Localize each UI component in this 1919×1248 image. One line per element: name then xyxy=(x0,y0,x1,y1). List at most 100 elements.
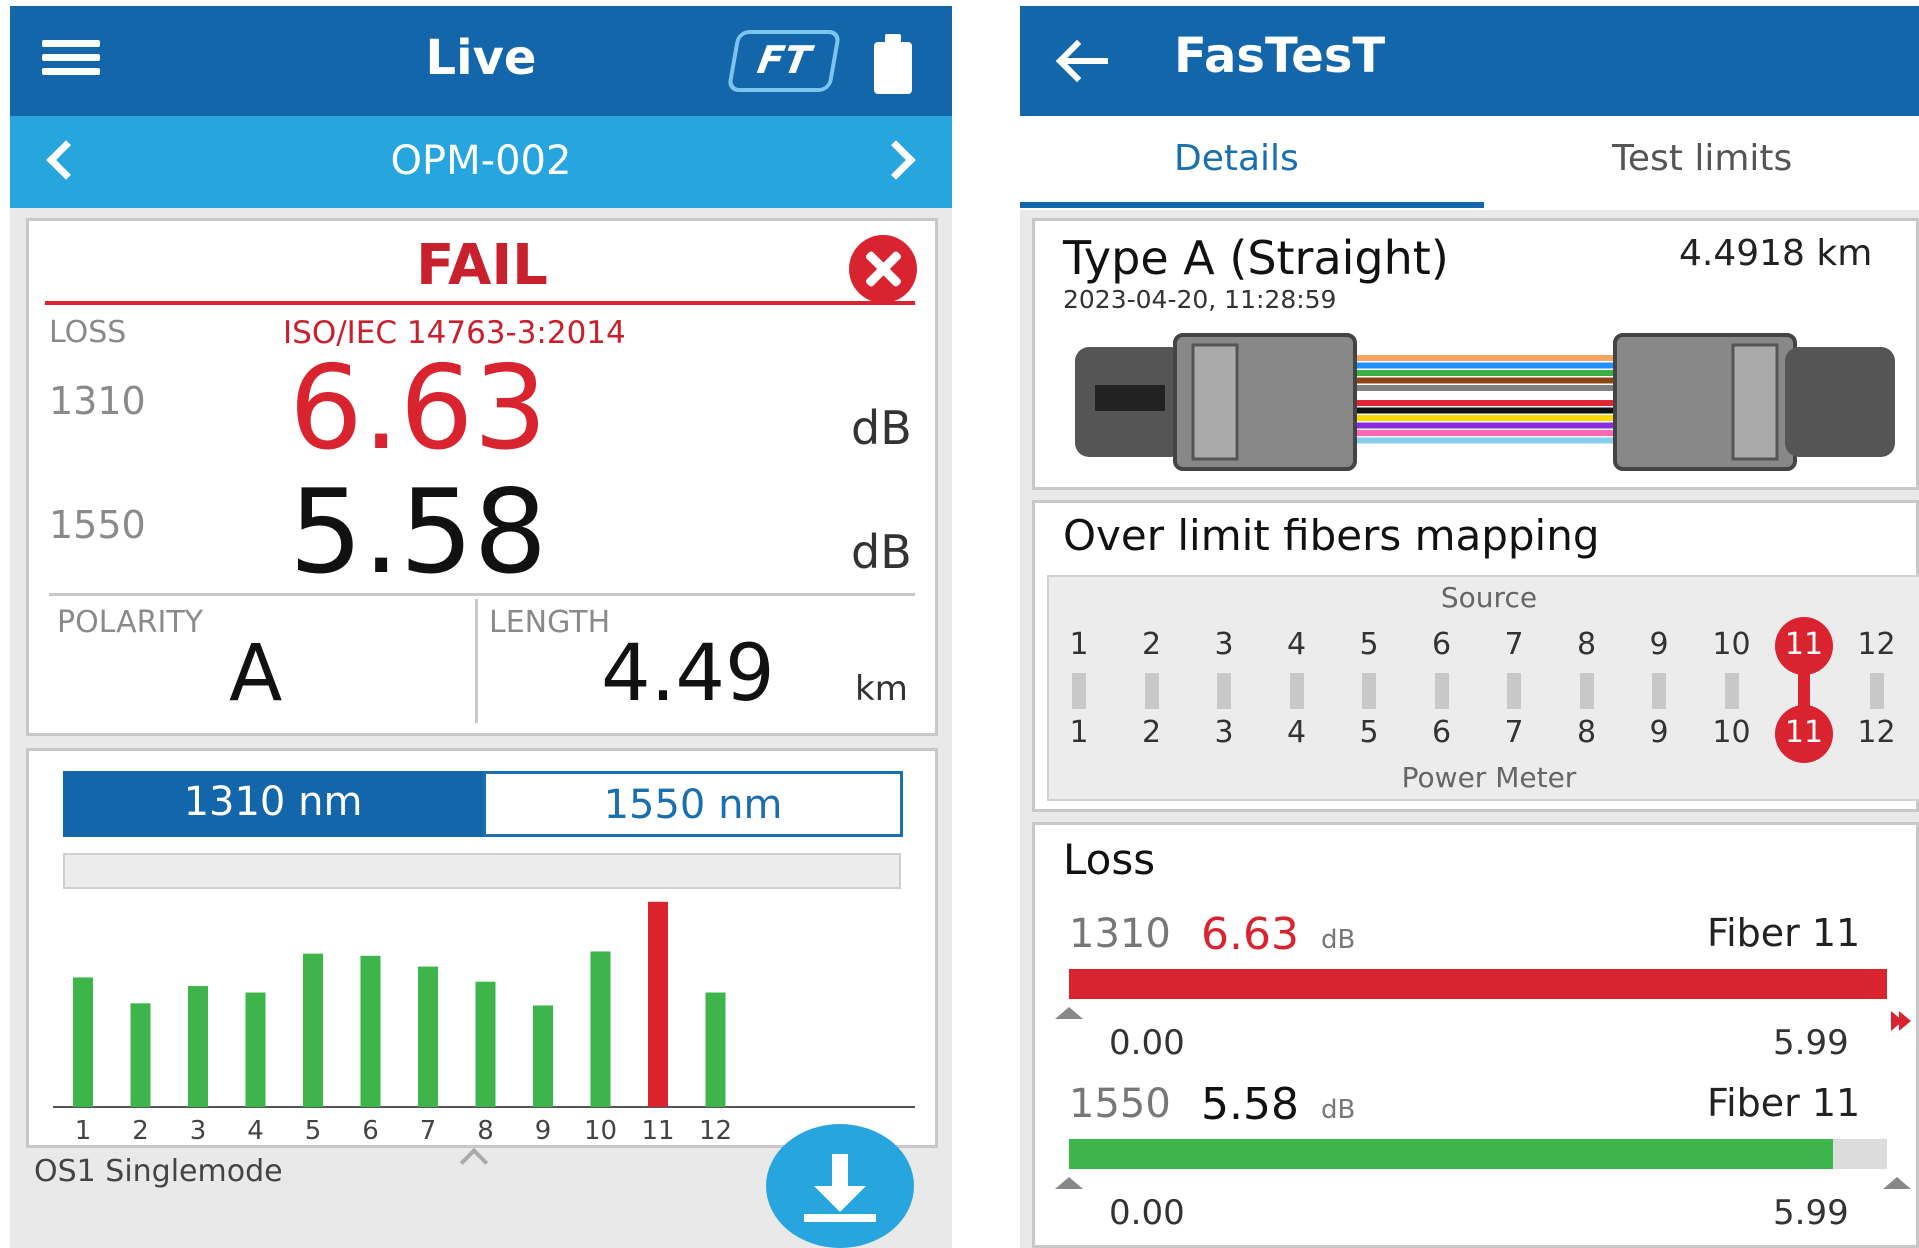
highlight-source-fiber xyxy=(1775,617,1833,675)
meter-fiber-number: 6 xyxy=(1431,715,1452,750)
limit-bar xyxy=(63,853,901,889)
min-value: 0.00 xyxy=(1109,1193,1185,1233)
meter-fiber-number: 12 xyxy=(1857,715,1896,750)
source-fiber-number: 10 xyxy=(1712,627,1751,662)
fiber-label: Fiber 11 xyxy=(1707,911,1861,955)
fiber-strand xyxy=(1355,422,1615,429)
meter-fiber-number: 1 xyxy=(1069,715,1089,750)
loss-label: LOSS xyxy=(49,315,127,350)
unit-label: dB xyxy=(851,401,912,455)
fiber-label: Fiber 11 xyxy=(1707,1081,1861,1125)
bar-fiber-11 xyxy=(648,901,668,1107)
source-fiber-number: 8 xyxy=(1576,627,1597,662)
loss-value-1310: 6.63 xyxy=(289,341,548,476)
fiber-strand xyxy=(1355,415,1615,421)
wavelength-label: 1310 xyxy=(1069,911,1171,957)
x-tick-label: 2 xyxy=(132,1116,149,1145)
fiber-map: Source Power Meter 1 1 2 2 3 3 4 4 5 5 6 6 7 7 8 8 9 9 10 1… xyxy=(1047,575,1919,801)
app-bar: FasTesT xyxy=(1020,6,1919,116)
x-tick-label: 7 xyxy=(420,1116,437,1145)
bar-fiber-1 xyxy=(73,977,93,1107)
bar-fiber-5 xyxy=(303,953,323,1107)
tab-1310-nm[interactable]: 1310 nm xyxy=(63,771,483,837)
bar-fiber-9 xyxy=(533,1005,553,1107)
wavelength-label: 1550 xyxy=(49,503,146,547)
x-tick-label: 1 xyxy=(75,1116,92,1145)
device-selector: OPM-002 xyxy=(10,116,952,208)
fiber-link xyxy=(1798,669,1810,711)
fiber-link xyxy=(1507,673,1521,709)
min-value: 0.00 xyxy=(1109,1023,1185,1063)
wavelength-label: 1550 xyxy=(1069,1081,1171,1127)
fiber-link xyxy=(1579,673,1594,709)
fiber-link xyxy=(1217,673,1231,709)
mapping-title: Over limit fibers mapping xyxy=(1063,511,1600,560)
fiber-loss-chart-card: 1310 nm 1550 nm 1 2 3 4 5 6 7 8 9 10 11 12 xyxy=(26,748,938,1148)
source-fiber-number: 1 xyxy=(1069,627,1089,662)
fiber-link xyxy=(1652,673,1666,709)
loss-bar-1550 xyxy=(1069,1139,1887,1169)
divider xyxy=(45,301,915,305)
bar-fiber-6 xyxy=(360,955,381,1107)
highlight-meter-fiber xyxy=(1775,705,1833,763)
loss-value-1550: 5.58 xyxy=(1201,1079,1299,1130)
result-card: FAIL LOSS ISO/IEC 14763-3:2014 1310 6.63… xyxy=(26,218,938,736)
min-marker-icon xyxy=(1055,1007,1083,1019)
divider xyxy=(49,593,915,596)
connector-type: Type A (Straight) xyxy=(1063,231,1449,285)
tab-1550-nm[interactable]: 1550 nm xyxy=(483,771,903,837)
fiber-link xyxy=(1289,673,1304,709)
source-fiber-number: 11 xyxy=(1784,627,1824,662)
fiber-strand xyxy=(1355,370,1615,376)
save-button[interactable] xyxy=(766,1124,914,1248)
divider xyxy=(475,599,478,723)
bar-fiber-10 xyxy=(590,951,611,1107)
fiber-link xyxy=(1362,673,1376,709)
fiber-link xyxy=(1144,673,1159,709)
x-tick-label: 4 xyxy=(247,1116,264,1145)
fiber-strand xyxy=(1355,362,1615,369)
back-arrow-icon[interactable] xyxy=(1050,26,1120,96)
meter-fiber-number: 9 xyxy=(1649,715,1669,750)
meter-fiber-number: 5 xyxy=(1359,715,1379,750)
menu-icon[interactable] xyxy=(42,36,100,76)
page-title: FasTesT xyxy=(1174,28,1386,84)
expand-icon[interactable] xyxy=(459,1147,489,1177)
polarity-value: A xyxy=(229,629,283,719)
x-tick-label: 11 xyxy=(641,1116,674,1145)
meter-fiber-number: 8 xyxy=(1576,715,1597,750)
fiber-mapping-card: Over limit fibers mapping Source Power M… xyxy=(1032,500,1919,812)
mpo-cable-icon xyxy=(1075,333,1895,471)
x-tick-label: 12 xyxy=(699,1116,732,1145)
fiber-link xyxy=(1724,673,1739,709)
fiber-strand xyxy=(1355,385,1615,391)
tab-bar: Details Test limits xyxy=(1020,116,1919,210)
meter-fiber-number: 3 xyxy=(1214,715,1234,750)
test-timestamp: 2023-04-20, 11:28:59 xyxy=(1063,285,1337,314)
fiber-strand xyxy=(1355,392,1615,399)
fiber-strand xyxy=(1355,400,1615,406)
fiber-link xyxy=(1869,673,1884,709)
tab-test-limits[interactable]: Test limits xyxy=(1612,138,1793,179)
meter-fiber-number: 7 xyxy=(1504,715,1524,750)
result-status: FAIL xyxy=(416,233,548,298)
x-tick-label: 3 xyxy=(190,1116,207,1145)
loss-value-1310: 6.63 xyxy=(1201,909,1299,960)
tab-details[interactable]: Details xyxy=(1174,138,1299,179)
source-fiber-number: 6 xyxy=(1431,627,1452,662)
fiber-strand xyxy=(1355,437,1615,444)
max-value: 5.99 xyxy=(1773,1193,1849,1233)
device-name: OPM-002 xyxy=(390,138,572,184)
fiber-strand xyxy=(1355,407,1615,414)
length-unit: km xyxy=(855,669,908,709)
unit-label: dB xyxy=(851,525,912,579)
loss-title: Loss xyxy=(1063,835,1156,884)
cable-length: 4.4918 km xyxy=(1679,233,1873,274)
length-value: 4.49 xyxy=(601,629,775,719)
fail-icon xyxy=(849,235,917,303)
standard-label: ISO/IEC 14763-3:2014 xyxy=(283,315,626,351)
fiber-link xyxy=(1434,673,1449,709)
max-value: 5.99 xyxy=(1773,1023,1849,1063)
fastest-badge-icon[interactable]: FT xyxy=(726,30,842,92)
source-fiber-number: 12 xyxy=(1857,627,1896,662)
